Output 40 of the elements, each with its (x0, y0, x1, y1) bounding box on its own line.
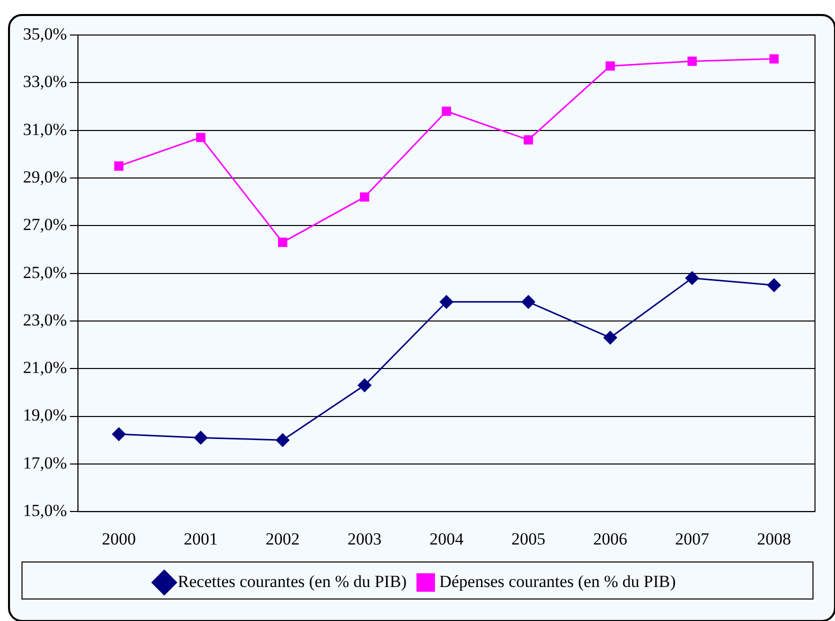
point (278, 238, 288, 247)
x-tick-label: 2004 (429, 529, 464, 548)
point (606, 61, 615, 71)
point (440, 295, 454, 309)
point (276, 433, 290, 447)
point (685, 271, 699, 285)
y-tick-label: 17,0% (22, 453, 67, 472)
x-tick-label: 2007 (675, 529, 710, 548)
y-tick-label: 33,0% (22, 72, 67, 92)
point (769, 54, 779, 64)
point (524, 135, 533, 144)
y-tick-label: 27,0% (22, 215, 67, 234)
point (114, 161, 124, 171)
x-tick-label: 2003 (348, 529, 382, 548)
y-tick-label: 19,0% (22, 406, 67, 425)
y-tick-label: 15,0% (22, 501, 67, 520)
point (442, 106, 452, 116)
y-tick-label: 23,0% (22, 310, 67, 330)
x-tick-label: 2002 (266, 529, 300, 548)
y-tick-label: 25,0% (22, 262, 67, 282)
point (196, 132, 206, 142)
point (688, 56, 697, 66)
x-tick-label: 2006 (593, 529, 628, 548)
y-tick-label: 31,0% (22, 120, 67, 139)
legend-label: Recettes courantes (en % du PIB) (178, 572, 407, 591)
point (360, 192, 370, 202)
legend-label: Dépenses courantes (en % du PIB) (439, 572, 676, 591)
y-tick-label: 21,0% (22, 358, 67, 378)
y-tick-label: 29,0% (22, 167, 67, 186)
point (522, 295, 536, 309)
point (194, 430, 208, 444)
y-tick-label: 35,0% (22, 24, 67, 44)
x-tick-label: 2005 (511, 529, 546, 548)
x-tick-label: 2000 (102, 529, 136, 548)
point (358, 378, 372, 392)
x-tick-label: 2001 (184, 529, 218, 548)
point (112, 427, 126, 441)
x-tick-label: 2008 (757, 529, 792, 548)
point (767, 278, 781, 292)
point (604, 330, 618, 344)
